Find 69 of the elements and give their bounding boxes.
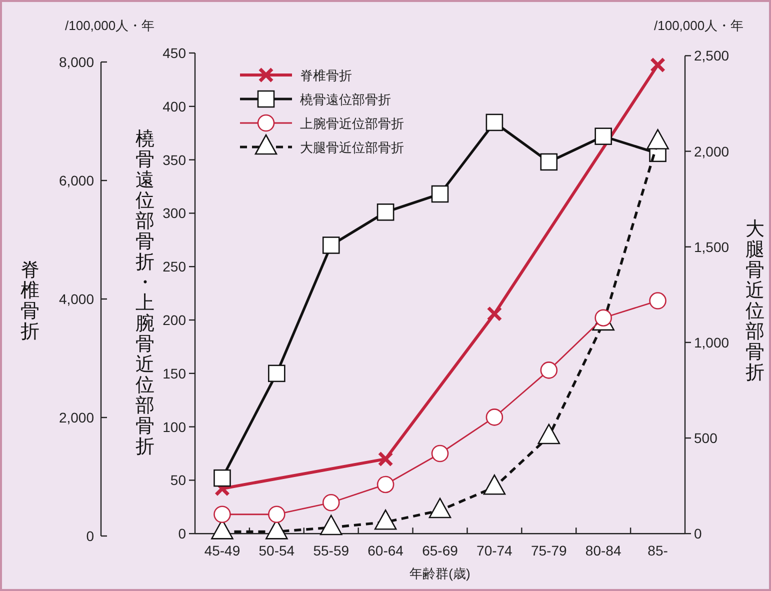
point bbox=[540, 153, 558, 171]
point bbox=[540, 362, 558, 379]
y3-axis-title: 脊椎骨折 bbox=[20, 260, 40, 342]
y2-tick-label: 500 bbox=[694, 430, 718, 446]
y3-tick-label: 4,000 bbox=[58, 291, 94, 307]
point bbox=[376, 203, 394, 221]
y-tick-label: 250 bbox=[162, 258, 186, 275]
y2-tick-label: 0 bbox=[694, 526, 702, 542]
point bbox=[649, 292, 666, 310]
point bbox=[214, 469, 231, 487]
point bbox=[268, 506, 286, 524]
x-tick-label: 75-79 bbox=[530, 542, 568, 559]
point bbox=[538, 424, 560, 444]
x-tick-label: 60-64 bbox=[368, 542, 404, 559]
point bbox=[320, 514, 342, 536]
legend-label: 上腕骨近位部骨折 bbox=[300, 116, 404, 131]
y3-tick-label: 8,000 bbox=[58, 54, 94, 70]
point bbox=[322, 494, 340, 512]
x-tick-label: 50-54 bbox=[258, 542, 295, 559]
point bbox=[431, 444, 449, 462]
legend-label: 橈骨遠位部骨折 bbox=[300, 92, 391, 107]
y2-tick-label: 1,500 bbox=[694, 238, 730, 255]
x-tick-label: 80-84 bbox=[585, 542, 622, 559]
point bbox=[650, 57, 666, 73]
x-axis-title: 年齢群(歳) bbox=[410, 566, 470, 581]
point bbox=[428, 498, 452, 518]
point bbox=[483, 474, 506, 495]
y3-tick-label: 0 bbox=[86, 528, 94, 544]
y-tick-label: 300 bbox=[162, 205, 186, 222]
point bbox=[214, 506, 231, 524]
y2-axis-title: 大腿骨近位部骨折 bbox=[746, 218, 764, 384]
y-tick-label: 400 bbox=[162, 98, 186, 114]
point bbox=[378, 451, 394, 467]
text: /100,000人・年 bbox=[654, 18, 744, 33]
point bbox=[486, 114, 504, 132]
legend-label: 脊椎骨折 bbox=[300, 68, 352, 83]
axis-y: 0 50 100 150 200 250 300 350 400 450 bbox=[162, 45, 196, 542]
text: 橈骨遠位部骨折・上腕骨近位部骨折 bbox=[136, 128, 154, 458]
x-tick-label: 65-69 bbox=[422, 542, 458, 559]
y-tick-label: 350 bbox=[162, 152, 186, 168]
point bbox=[594, 309, 612, 327]
y3-tick-label: 2,000 bbox=[58, 410, 94, 426]
y3-tick-label: 6,000 bbox=[58, 172, 94, 188]
point bbox=[486, 306, 502, 322]
x-tick-label: 70-74 bbox=[476, 542, 513, 559]
y-tick-label: 150 bbox=[162, 365, 186, 382]
point bbox=[374, 509, 397, 530]
point bbox=[646, 129, 669, 150]
y-tick-label: 450 bbox=[162, 45, 186, 61]
axis-y2: 0 500 1,000 1,500 2,000 2,500 bbox=[684, 48, 730, 542]
x-tick-label: 55-59 bbox=[313, 542, 350, 559]
y-tick-label: 0 bbox=[178, 526, 186, 542]
y2-tick-label: 2,500 bbox=[694, 48, 730, 64]
legend-label: 大腿骨近位部骨折 bbox=[300, 140, 404, 155]
y-tick-label: 200 bbox=[162, 312, 186, 328]
y-tick-label: 50 bbox=[170, 472, 186, 488]
point bbox=[486, 408, 504, 426]
y-tick-label: 100 bbox=[162, 418, 186, 435]
y2-tick-label: 1,000 bbox=[694, 334, 730, 350]
x-tick-label: 45-49 bbox=[204, 542, 240, 559]
point bbox=[322, 236, 340, 254]
point bbox=[376, 476, 394, 494]
point bbox=[268, 364, 286, 382]
y2-tick-label: 2,000 bbox=[694, 143, 730, 160]
axis-y3: 0 2,000 4,000 6,000 8,000 bbox=[58, 54, 107, 544]
x-tick-label: 85- bbox=[648, 542, 668, 559]
point bbox=[594, 128, 612, 145]
text: /100,000人・年 bbox=[65, 18, 155, 33]
point bbox=[431, 185, 449, 203]
